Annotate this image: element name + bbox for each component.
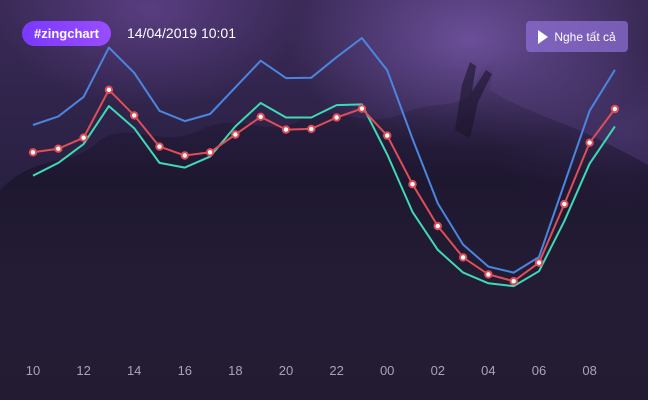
series-point-2[interactable]: [79, 133, 88, 142]
series-point-2[interactable]: [408, 180, 417, 189]
series-point-2[interactable]: [509, 277, 518, 286]
series-point-2[interactable]: [104, 85, 114, 95]
series-point-2[interactable]: [130, 111, 139, 120]
zingchart-badge: #zingchart: [22, 21, 112, 46]
series-point-2[interactable]: [205, 148, 215, 157]
x-tick-label: 12: [76, 363, 90, 378]
x-tick-label: 22: [329, 363, 343, 378]
series-point-2[interactable]: [28, 148, 38, 157]
x-tick-label: 10: [26, 363, 40, 378]
play-icon: [538, 29, 549, 44]
play-all-button[interactable]: Nghe tất cả: [526, 21, 628, 52]
series-point-2[interactable]: [155, 142, 164, 151]
x-tick-label: 04: [481, 363, 495, 378]
series-point-2[interactable]: [560, 199, 569, 209]
series-point-2[interactable]: [484, 270, 493, 279]
x-tick-label: 06: [532, 363, 546, 378]
series-line-1: [32, 37, 616, 274]
series-point-2[interactable]: [433, 221, 442, 231]
series-point-2[interactable]: [307, 124, 316, 134]
series-point-2[interactable]: [383, 131, 392, 140]
series-point-2[interactable]: [54, 144, 63, 153]
series-point-2[interactable]: [231, 130, 240, 139]
series-line-2: [32, 88, 616, 283]
x-tick-label: 20: [279, 363, 293, 378]
series-point-2[interactable]: [281, 125, 291, 134]
x-tick-label: 16: [178, 363, 192, 378]
play-all-label: Nghe tất cả: [554, 29, 616, 44]
series-line-3: [32, 102, 616, 288]
series-point-2[interactable]: [180, 151, 190, 160]
series-point-2[interactable]: [585, 138, 594, 147]
series-point-2[interactable]: [534, 258, 544, 267]
x-tick-label: 02: [431, 363, 445, 378]
series-point-2[interactable]: [610, 104, 620, 114]
x-tick-label: 08: [582, 363, 596, 378]
x-tick-label: 14: [127, 363, 141, 378]
series-point-2[interactable]: [256, 112, 265, 122]
x-tick-label: 18: [228, 363, 242, 378]
x-tick-label: 00: [380, 363, 394, 378]
series-point-2[interactable]: [357, 104, 367, 113]
chart-datetime: 14/04/2019 10:01: [127, 25, 236, 41]
series-point-2[interactable]: [458, 253, 468, 262]
series-point-2[interactable]: [332, 113, 341, 122]
